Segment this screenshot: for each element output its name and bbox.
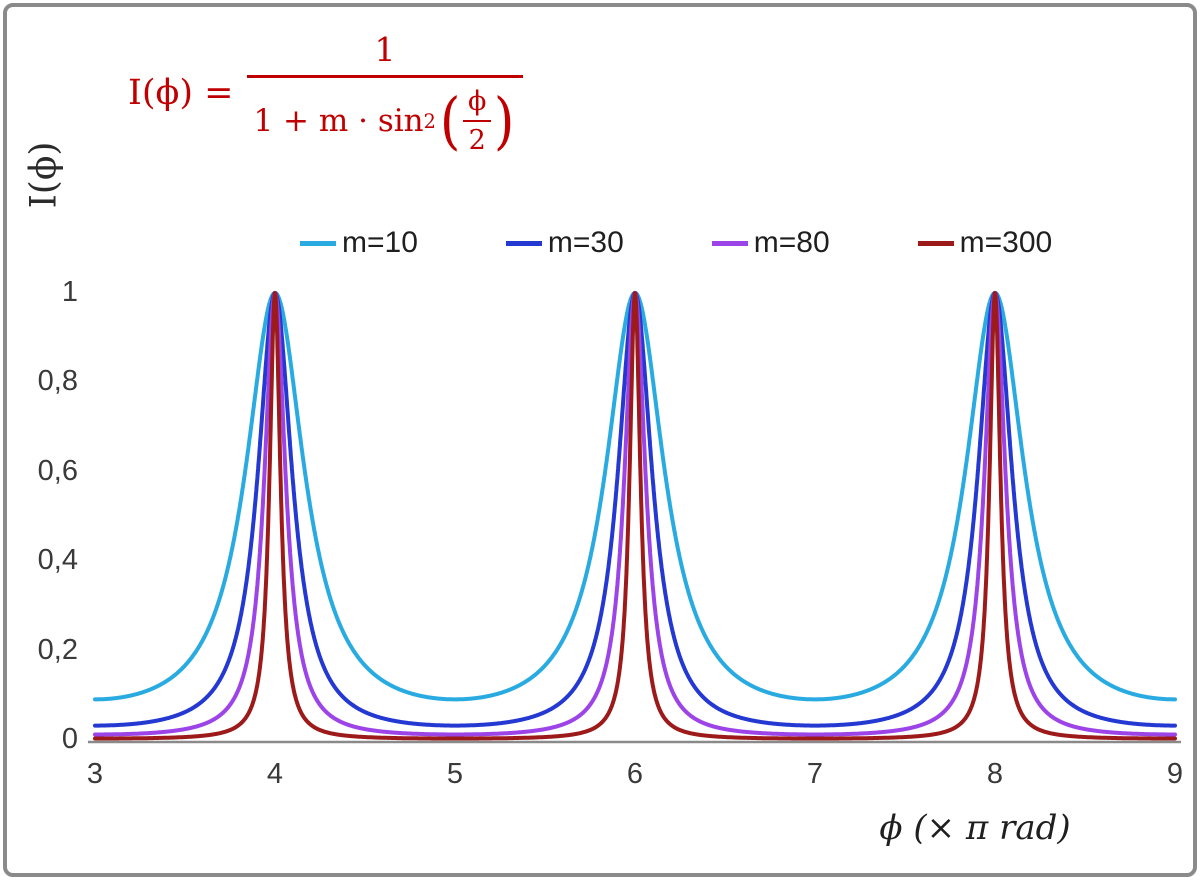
formula: I(ϕ) = 1 1 + m · sin 2(ϕ 2) [128, 30, 523, 156]
y-tick-label: 0,2 [37, 633, 78, 666]
legend-swatch [711, 240, 748, 246]
x-tick-label: 8 [986, 758, 1004, 790]
legend-label: m=10 [342, 226, 418, 259]
y-tick-label: 0,4 [37, 544, 78, 577]
legend-item-m-30: m=30 [505, 226, 624, 260]
x-tick-label: 7 [806, 758, 824, 790]
x-axis-title: ϕ (× π rad) [879, 808, 1071, 848]
x-tick-label: 3 [86, 758, 104, 790]
y-axis-title: I(ϕ) [23, 141, 65, 209]
formula-denominator: 1 + m · sin 2(ϕ 2) [247, 75, 523, 157]
x-tick-label: 9 [1166, 758, 1184, 790]
formula-exponent: 2 [423, 109, 436, 133]
x-tick-label: 4 [266, 758, 284, 790]
inner-denominator: 2 [468, 125, 486, 156]
y-tick-label: 1 [61, 276, 78, 308]
y-tick-label: 0 [61, 723, 78, 755]
legend-label: m=300 [959, 226, 1053, 259]
formula-fraction: 1 1 + m · sin 2(ϕ 2) [247, 30, 523, 157]
legend-item-m-300: m=300 [917, 226, 1053, 260]
x-tick-label: 6 [626, 758, 644, 790]
close-paren: ) [494, 83, 515, 157]
legend: m=10 m=30 m=80 m=300 [300, 226, 1052, 260]
open-paren: ( [439, 83, 461, 157]
legend-label: m=30 [547, 226, 624, 259]
formula-den-text: 1 + m · sin [253, 103, 424, 139]
legend-label: m=80 [753, 226, 830, 259]
formula-lhs: I(ϕ) = [128, 73, 234, 113]
series-line-m-80 [93, 291, 1177, 737]
legend-swatch [300, 240, 336, 246]
y-tick-label: 0,8 [37, 365, 78, 398]
legend-item-m-80: m=80 [711, 226, 830, 260]
formula-numerator: 1 [374, 30, 396, 69]
series-line-m-30 [93, 291, 1177, 728]
inner-numerator: ϕ [463, 86, 492, 122]
x-tick-label: 5 [446, 758, 464, 790]
legend-swatch [917, 240, 954, 246]
legend-item-m-10: m=10 [300, 226, 418, 260]
y-tick-label: 0,6 [37, 454, 78, 487]
series-line-m-300 [93, 291, 1177, 741]
legend-swatch [505, 240, 542, 246]
